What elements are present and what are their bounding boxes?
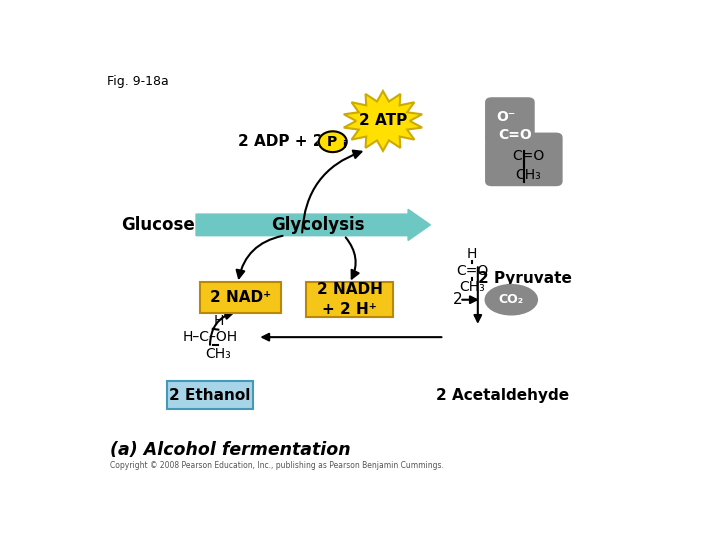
FancyBboxPatch shape bbox=[167, 381, 253, 409]
Polygon shape bbox=[343, 91, 422, 151]
FancyBboxPatch shape bbox=[200, 282, 281, 313]
Text: Copyright © 2008 Pearson Education, Inc., publishing as Pearson Benjamin Cumming: Copyright © 2008 Pearson Education, Inc.… bbox=[109, 461, 444, 470]
Text: C=O: C=O bbox=[512, 149, 544, 163]
Text: 2 Ethanol: 2 Ethanol bbox=[169, 388, 251, 403]
FancyArrow shape bbox=[196, 210, 431, 240]
Text: C=O: C=O bbox=[498, 129, 532, 143]
Text: CH₃: CH₃ bbox=[515, 168, 541, 182]
Text: 2 NAD⁺: 2 NAD⁺ bbox=[210, 290, 271, 305]
FancyBboxPatch shape bbox=[306, 282, 392, 318]
Text: 2 NADH
+ 2 H⁺: 2 NADH + 2 H⁺ bbox=[317, 282, 382, 317]
Text: Glucose: Glucose bbox=[121, 216, 194, 234]
Text: 2 ADP + 2: 2 ADP + 2 bbox=[238, 134, 328, 149]
Text: 2 Acetaldehyde: 2 Acetaldehyde bbox=[436, 388, 569, 403]
Text: CH₃: CH₃ bbox=[205, 347, 231, 361]
FancyBboxPatch shape bbox=[485, 97, 535, 143]
Circle shape bbox=[319, 131, 347, 152]
Text: H–C–OH: H–C–OH bbox=[182, 330, 238, 344]
Text: Glycolysis: Glycolysis bbox=[271, 216, 364, 234]
Text: H: H bbox=[467, 247, 477, 261]
Text: 2: 2 bbox=[454, 292, 468, 307]
Text: (a) Alcohol fermentation: (a) Alcohol fermentation bbox=[109, 441, 350, 459]
Text: CO₂: CO₂ bbox=[499, 293, 524, 306]
Text: P: P bbox=[326, 134, 337, 149]
Text: 2 Pyruvate: 2 Pyruvate bbox=[478, 272, 572, 286]
Text: CH₃: CH₃ bbox=[459, 280, 485, 294]
Text: Fig. 9-18a: Fig. 9-18a bbox=[107, 75, 168, 88]
FancyBboxPatch shape bbox=[485, 133, 562, 186]
Text: 2 ATP: 2 ATP bbox=[359, 113, 407, 129]
Text: C=O: C=O bbox=[456, 264, 488, 278]
Text: i: i bbox=[342, 140, 346, 150]
Ellipse shape bbox=[485, 284, 538, 315]
Text: O⁻: O⁻ bbox=[496, 110, 516, 124]
Text: H: H bbox=[213, 314, 223, 328]
